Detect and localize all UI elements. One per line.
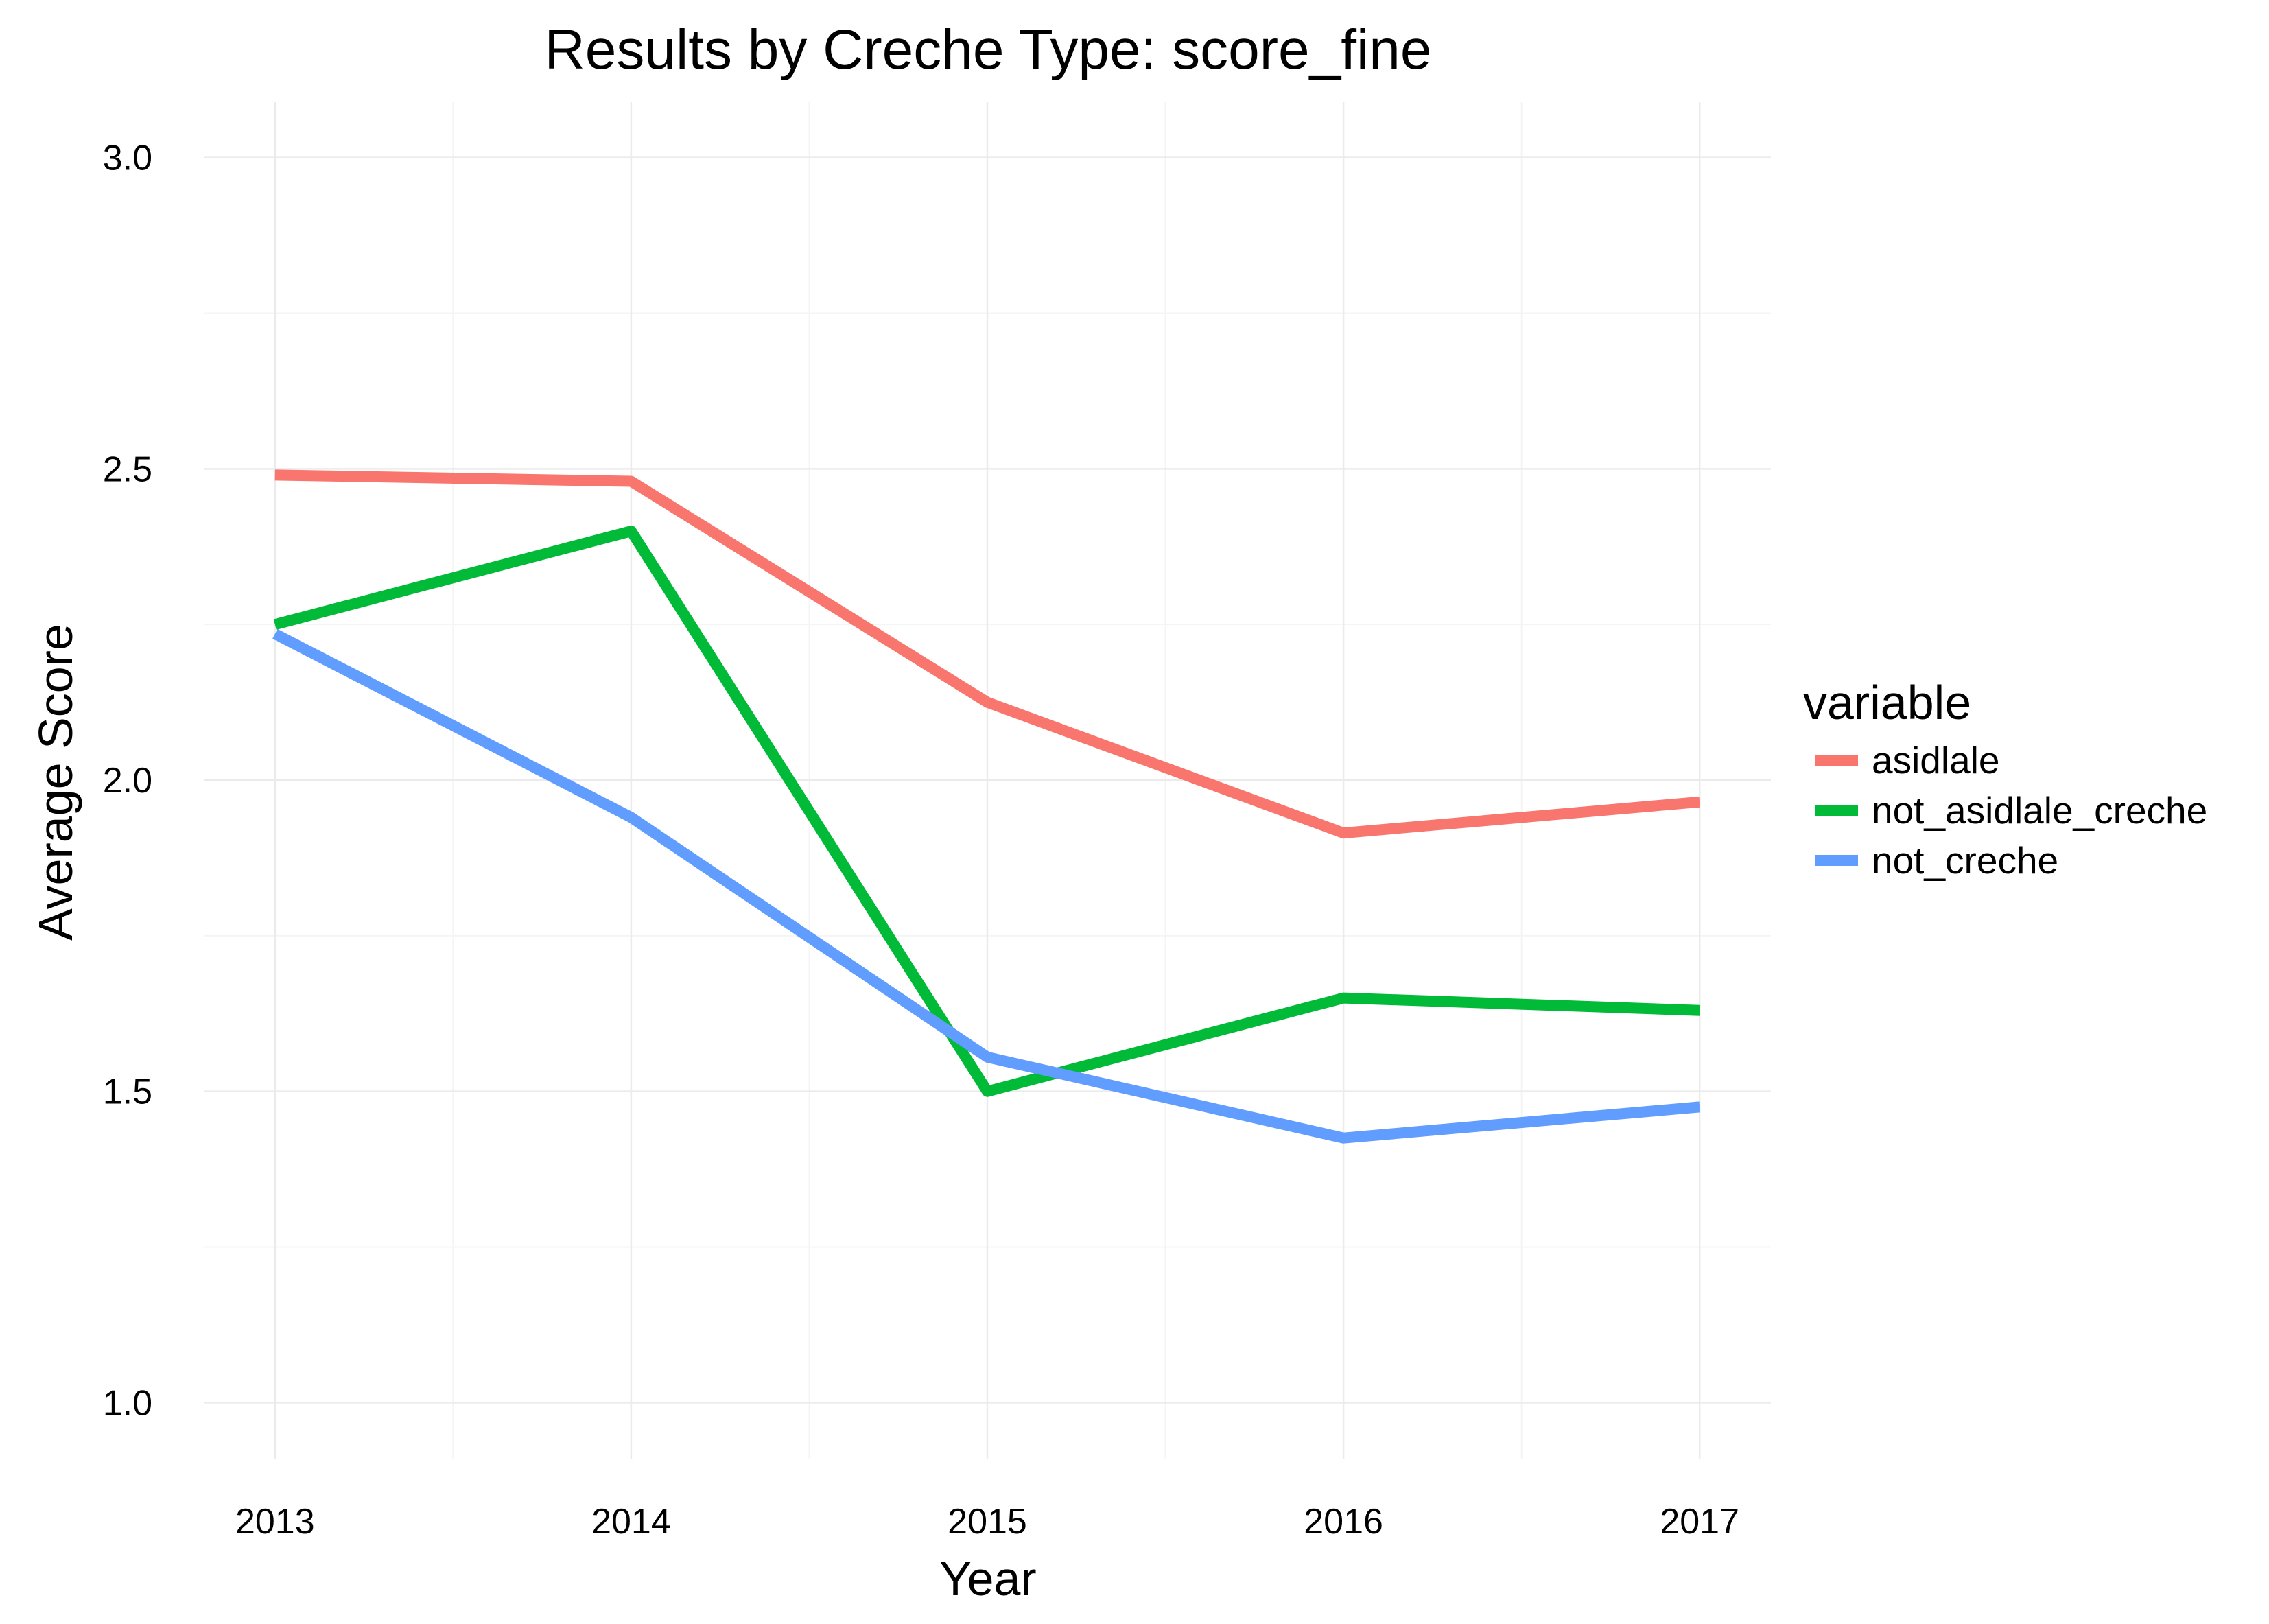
y-axis-title: Average Score bbox=[29, 624, 82, 941]
legend-items: asidlale not_asidlale_creche not_creche bbox=[1815, 739, 2207, 882]
x-axis-ticks: 2013 2014 2015 2016 2017 bbox=[235, 1502, 1739, 1542]
x-tick-label: 2017 bbox=[1660, 1502, 1739, 1542]
chart-title: Results by Creche Type: score_fine bbox=[545, 19, 1432, 81]
y-tick-label: 2.5 bbox=[103, 449, 152, 489]
y-tick-label: 2.0 bbox=[103, 761, 152, 801]
legend-title: variable bbox=[1803, 676, 1971, 729]
x-tick-label: 2015 bbox=[948, 1502, 1027, 1542]
legend-label: asidlale bbox=[1872, 739, 2000, 781]
y-tick-label: 3.0 bbox=[103, 139, 152, 178]
y-tick-label: 1.5 bbox=[103, 1072, 152, 1112]
series-line-not-creche bbox=[272, 628, 1700, 1144]
y-axis-ticks: 1.0 1.5 2.0 2.5 3.0 bbox=[103, 139, 152, 1424]
series-line-asidlale bbox=[274, 469, 1700, 839]
x-tick-label: 2014 bbox=[591, 1502, 671, 1542]
legend: variable asidlale not_asidlale_creche not_… bbox=[1803, 676, 2207, 882]
legend-label: not_asidlale_creche bbox=[1872, 789, 2207, 832]
series-lines bbox=[272, 469, 1700, 1144]
series-line-not-asidlale-creche bbox=[273, 526, 1700, 1097]
x-axis-title: Year bbox=[939, 1552, 1036, 1605]
x-tick-label: 2016 bbox=[1304, 1502, 1383, 1542]
legend-label: not_creche bbox=[1872, 839, 2058, 882]
gridlines bbox=[204, 102, 1771, 1459]
x-tick-label: 2013 bbox=[235, 1502, 315, 1542]
y-tick-label: 1.0 bbox=[103, 1383, 152, 1423]
